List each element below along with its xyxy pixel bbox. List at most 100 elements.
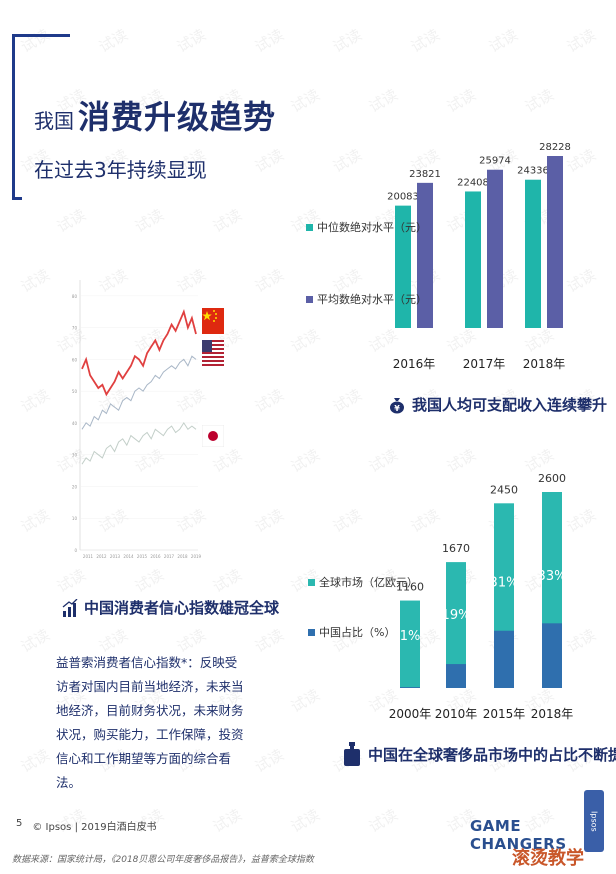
- income-bar-value-label: 24336: [517, 166, 549, 177]
- usa-flag-icon: [202, 340, 224, 366]
- luxury-bar-value-label: 2600: [538, 472, 566, 485]
- luxury-bar-china-share-0: [400, 687, 420, 688]
- watermark-text: 试读: [521, 85, 557, 117]
- income-bar-median-1: [465, 191, 481, 328]
- luxury-legend-china-label: 中国占比（%）: [319, 626, 396, 639]
- income-category-label: 2018年: [523, 357, 566, 371]
- luxury-category-label: 2015年: [483, 707, 526, 721]
- watermark-text: 试读: [287, 685, 323, 717]
- income-bar-value-label: 28228: [539, 142, 571, 153]
- watermark-text: 试读: [485, 25, 521, 57]
- ipsos-logo-text: Ipsos: [589, 810, 599, 832]
- income-category-label: 2017年: [463, 357, 506, 371]
- watermark-text: 试读: [329, 25, 365, 57]
- confidence-line-japan: [81, 421, 197, 465]
- luxury-bar-global-0: [400, 600, 420, 688]
- perfume-bottle-icon: [344, 742, 360, 766]
- page-title: 我国 消费升级趋势: [34, 92, 276, 138]
- confidence-x-tick: 2019: [191, 554, 202, 559]
- watermark-text: 试读: [251, 145, 287, 177]
- ipsos-logo: Ipsos: [584, 790, 604, 852]
- watermark-text: 试读: [53, 205, 89, 237]
- confidence-section-title-text: 中国消费者信心指数雄冠全球: [84, 599, 280, 617]
- corner-brand-mark: 滚烫教学: [512, 848, 584, 869]
- luxury-bar-value-label: 1670: [442, 542, 470, 555]
- luxury-share-label: 1%: [400, 629, 421, 644]
- watermark-text: 试读: [209, 805, 245, 837]
- luxury-section-title-text: 中国在全球奢侈品市场中的占比不断提高: [368, 745, 616, 764]
- confidence-description: 益普索消费者信心指数*：反映受访者对国内目前当地经济，未来当地经济，目前财务状况…: [56, 655, 244, 790]
- luxury-bar-china-share-2: [494, 630, 514, 688]
- confidence-x-tick: 2013: [110, 554, 121, 559]
- confidence-y-tick: 40: [72, 421, 78, 426]
- income-legend-mean: 平均数绝对水平（元）: [306, 291, 427, 307]
- watermark-text: 试读: [287, 85, 323, 117]
- confidence-y-tick: 0: [74, 548, 77, 553]
- watermark-text: 试读: [443, 85, 479, 117]
- income-bar-value-label: 25974: [479, 156, 511, 167]
- luxury-category-label: 2018年: [531, 707, 574, 721]
- confidence-x-tick: 2014: [123, 554, 134, 559]
- page-number: 5: [16, 818, 23, 829]
- income-chart: 20083 23821 2016年 22408 25974 2017年 24336 28228…: [387, 142, 571, 371]
- watermark-text: 试读: [17, 625, 53, 657]
- page-title-prefix: 我国: [34, 109, 74, 133]
- confidence-line-usa: [81, 355, 197, 430]
- luxury-share-label: 19%: [442, 608, 471, 623]
- income-bar-value-label: 20083: [387, 192, 419, 203]
- confidence-y-tick: 30: [72, 453, 78, 458]
- watermark-text: 试读: [287, 805, 323, 837]
- watermark-text: 试读: [365, 85, 401, 117]
- copyright: © Ipsos | 2019白酒白皮书: [32, 822, 157, 833]
- data-source: 数据来源：国家统计局，《2018贝恩公司年度奢侈品报告》，益普索全球指数: [12, 855, 314, 865]
- watermark-text: 试读: [17, 745, 53, 777]
- income-bar-mean-2: [547, 156, 563, 328]
- luxury-bar-value-label: 1160: [396, 581, 424, 594]
- watermark-text: 试读: [365, 805, 401, 837]
- page-title-highlight: 消费升级趋势: [78, 98, 277, 136]
- income-bar-mean-1: [487, 169, 503, 328]
- confidence-x-tick: 2012: [96, 554, 107, 559]
- income-legend-median: 中位数绝对水平（元）: [306, 219, 427, 235]
- luxury-bar-global-1: [446, 562, 466, 688]
- bar-growth-icon: [62, 598, 78, 617]
- watermark-text: 试读: [131, 205, 167, 237]
- income-legend-mean-label: 平均数绝对水平（元）: [317, 293, 427, 306]
- luxury-legend-china: 中国占比（%）: [308, 624, 395, 640]
- income-bar-value-label: 23821: [409, 169, 441, 180]
- income-section-title-text: 我国人均可支配收入连续攀升: [412, 396, 608, 414]
- watermark-text: 试读: [17, 265, 53, 297]
- japan-flag-icon: [202, 425, 224, 447]
- footer: 5 © Ipsos | 2019白酒白皮书: [16, 818, 157, 833]
- income-section-title: ¥ 我国人均可支配收入连续攀升: [388, 394, 607, 415]
- watermark-text: 试读: [17, 505, 53, 537]
- confidence-x-tick: 2016: [150, 554, 161, 559]
- title-bracket: [12, 34, 70, 200]
- watermark-text: 试读: [173, 25, 209, 57]
- income-bar-mean-0: [417, 182, 433, 328]
- luxury-bar-china-share-3: [542, 623, 562, 688]
- watermark-text: 试读: [329, 505, 365, 537]
- watermark-text: 试读: [251, 625, 287, 657]
- income-bar-value-label: 22408: [457, 177, 489, 188]
- income-category-label: 2016年: [393, 357, 436, 371]
- watermark-text: 试读: [251, 505, 287, 537]
- luxury-section-title: 中国在全球奢侈品市场中的占比不断提高: [342, 742, 616, 766]
- legend-swatch-purple: [306, 295, 313, 303]
- luxury-category-label: 2010年: [435, 707, 478, 721]
- watermark-text: 试读: [209, 205, 245, 237]
- confidence-x-tick: 2017: [164, 554, 175, 559]
- watermark-text: 试读: [287, 445, 323, 477]
- confidence-y-tick: 70: [72, 326, 78, 331]
- money-bag-icon: ¥: [390, 397, 404, 413]
- luxury-bar-value-label: 2450: [490, 483, 518, 496]
- watermark-text: 试读: [17, 385, 53, 417]
- watermark-text: 试读: [251, 25, 287, 57]
- title-bracket-foot: [12, 197, 22, 200]
- confidence-y-tick: 20: [72, 484, 78, 489]
- watermark-text: 试读: [95, 25, 131, 57]
- confidence-y-tick: 80: [72, 294, 78, 299]
- watermark-text: 试读: [329, 385, 365, 417]
- confidence-line-china: [81, 309, 197, 397]
